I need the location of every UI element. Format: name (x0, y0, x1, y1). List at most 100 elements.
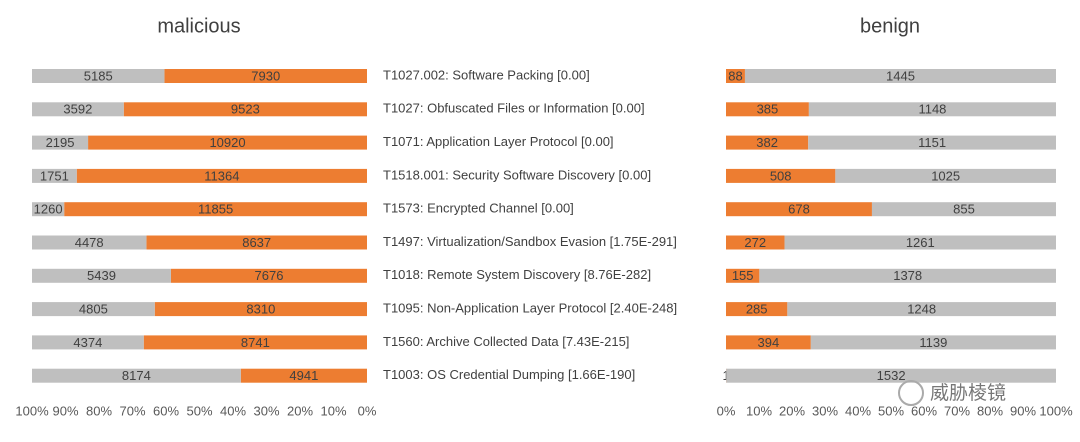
bar-segment (32, 135, 89, 150)
bar-segment (726, 168, 836, 183)
x-tick-label: 0% (717, 403, 736, 418)
bar-segment (726, 235, 785, 250)
data-label: 1378 (893, 268, 922, 283)
bar-segment (808, 135, 1056, 150)
data-label: 9523 (231, 102, 260, 117)
bar-segment (32, 69, 165, 83)
data-label: 285 (746, 302, 768, 317)
data-label: 855 (953, 202, 975, 217)
bar-segment (810, 335, 1056, 350)
bar-segment (123, 102, 367, 117)
category-label: T1027: Obfuscated Files or Information [… (383, 101, 645, 116)
watermark-icon (898, 380, 924, 406)
category-label: T1518.001: Security Software Discovery [… (383, 167, 651, 182)
category-label: T1027.002: Software Packing [0.00] (383, 67, 590, 82)
data-label: 394 (758, 335, 780, 350)
category-label: T1018: Remote System Discovery [8.76E-28… (383, 267, 651, 282)
x-tick-label: 70% (119, 403, 145, 418)
bar-segment (726, 302, 788, 317)
data-label: 4478 (75, 235, 104, 250)
bar-segment (808, 102, 1056, 117)
bar-segment (32, 302, 155, 317)
bar-segment (32, 235, 147, 250)
bar-segment (32, 102, 124, 117)
bar-segment (32, 202, 65, 217)
bar-segment (759, 268, 1056, 283)
data-label: 7676 (255, 268, 284, 283)
x-tick-label: 20% (779, 403, 805, 418)
data-label: 1148 (918, 102, 946, 117)
bar-segment (871, 202, 1056, 217)
x-tick-label: 80% (977, 403, 1003, 418)
data-label: 8310 (246, 302, 275, 317)
x-tick-label: 40% (845, 403, 871, 418)
x-tick-label: 0% (358, 403, 377, 418)
bar-segment (88, 135, 368, 150)
bar-segment (744, 69, 1056, 83)
data-label: 3592 (63, 102, 92, 117)
data-label: 385 (757, 102, 779, 117)
data-label: 7930 (251, 68, 280, 83)
data-label: 1751 (40, 168, 69, 183)
data-label: 1260 (34, 202, 63, 217)
bar-segment (784, 235, 1056, 250)
bar-segment (143, 335, 367, 350)
x-tick-label: 90% (52, 403, 78, 418)
data-label: 1139 (919, 335, 947, 350)
data-label: 678 (788, 202, 810, 217)
category-label: T1071: Application Layer Protocol [0.00] (383, 134, 614, 149)
bar-segment (164, 69, 367, 83)
data-label: 11855 (198, 202, 233, 217)
bar-segment (32, 335, 144, 350)
category-label: T1560: Archive Collected Data [7.43E-215… (383, 334, 629, 349)
bar-segment (32, 268, 171, 283)
bar-segment (726, 335, 811, 350)
data-label: 8174 (122, 368, 151, 383)
data-label: 382 (756, 135, 778, 150)
data-label: 1261 (906, 235, 935, 250)
bar-segment (726, 268, 760, 283)
data-label: 4374 (73, 335, 102, 350)
x-tick-label: 20% (287, 403, 313, 418)
data-label: 8741 (241, 335, 270, 350)
bar-segment (32, 168, 77, 183)
x-tick-label: 90% (1010, 403, 1036, 418)
data-label: 5439 (87, 268, 116, 283)
bar-segment (726, 368, 1056, 383)
data-label: 1 (722, 368, 729, 383)
bar-segment (726, 202, 872, 217)
bar-segment (146, 235, 367, 250)
x-tick-label: 50% (186, 403, 212, 418)
x-tick-label: 10% (746, 403, 772, 418)
watermark: 威胁棱镜 (898, 380, 1006, 406)
data-label: 1445 (886, 68, 915, 83)
x-tick-label: 30% (812, 403, 838, 418)
x-tick-label: 30% (253, 403, 279, 418)
x-tick-label: 80% (86, 403, 112, 418)
data-label: 1248 (907, 302, 936, 317)
chart-title: malicious (157, 15, 240, 37)
category-label: T1497: Virtualization/Sandbox Evasion [1… (383, 234, 677, 249)
bar-segment (170, 268, 367, 283)
x-tick-label: 60% (911, 403, 937, 418)
data-label: 508 (770, 168, 792, 183)
data-label: 272 (744, 235, 766, 250)
data-label: 4941 (289, 368, 318, 383)
bar-segment (240, 368, 367, 383)
bar-segment (154, 302, 367, 317)
category-label: T1003: OS Credential Dumping [1.66E-190] (383, 367, 635, 382)
x-tick-label: 50% (878, 403, 904, 418)
x-tick-label: 100% (1039, 403, 1073, 418)
chart-title: benign (860, 15, 920, 37)
bar-segment (726, 135, 809, 150)
data-label: 10920 (209, 135, 245, 150)
data-label: 1025 (931, 168, 960, 183)
watermark-text: 威胁棱镜 (930, 382, 1006, 404)
bar-segment (787, 302, 1056, 317)
data-label: 5185 (84, 68, 113, 83)
bar-segment (835, 168, 1056, 183)
x-tick-label: 70% (944, 403, 970, 418)
x-tick-label: 40% (220, 403, 246, 418)
data-label: 4805 (79, 302, 108, 317)
